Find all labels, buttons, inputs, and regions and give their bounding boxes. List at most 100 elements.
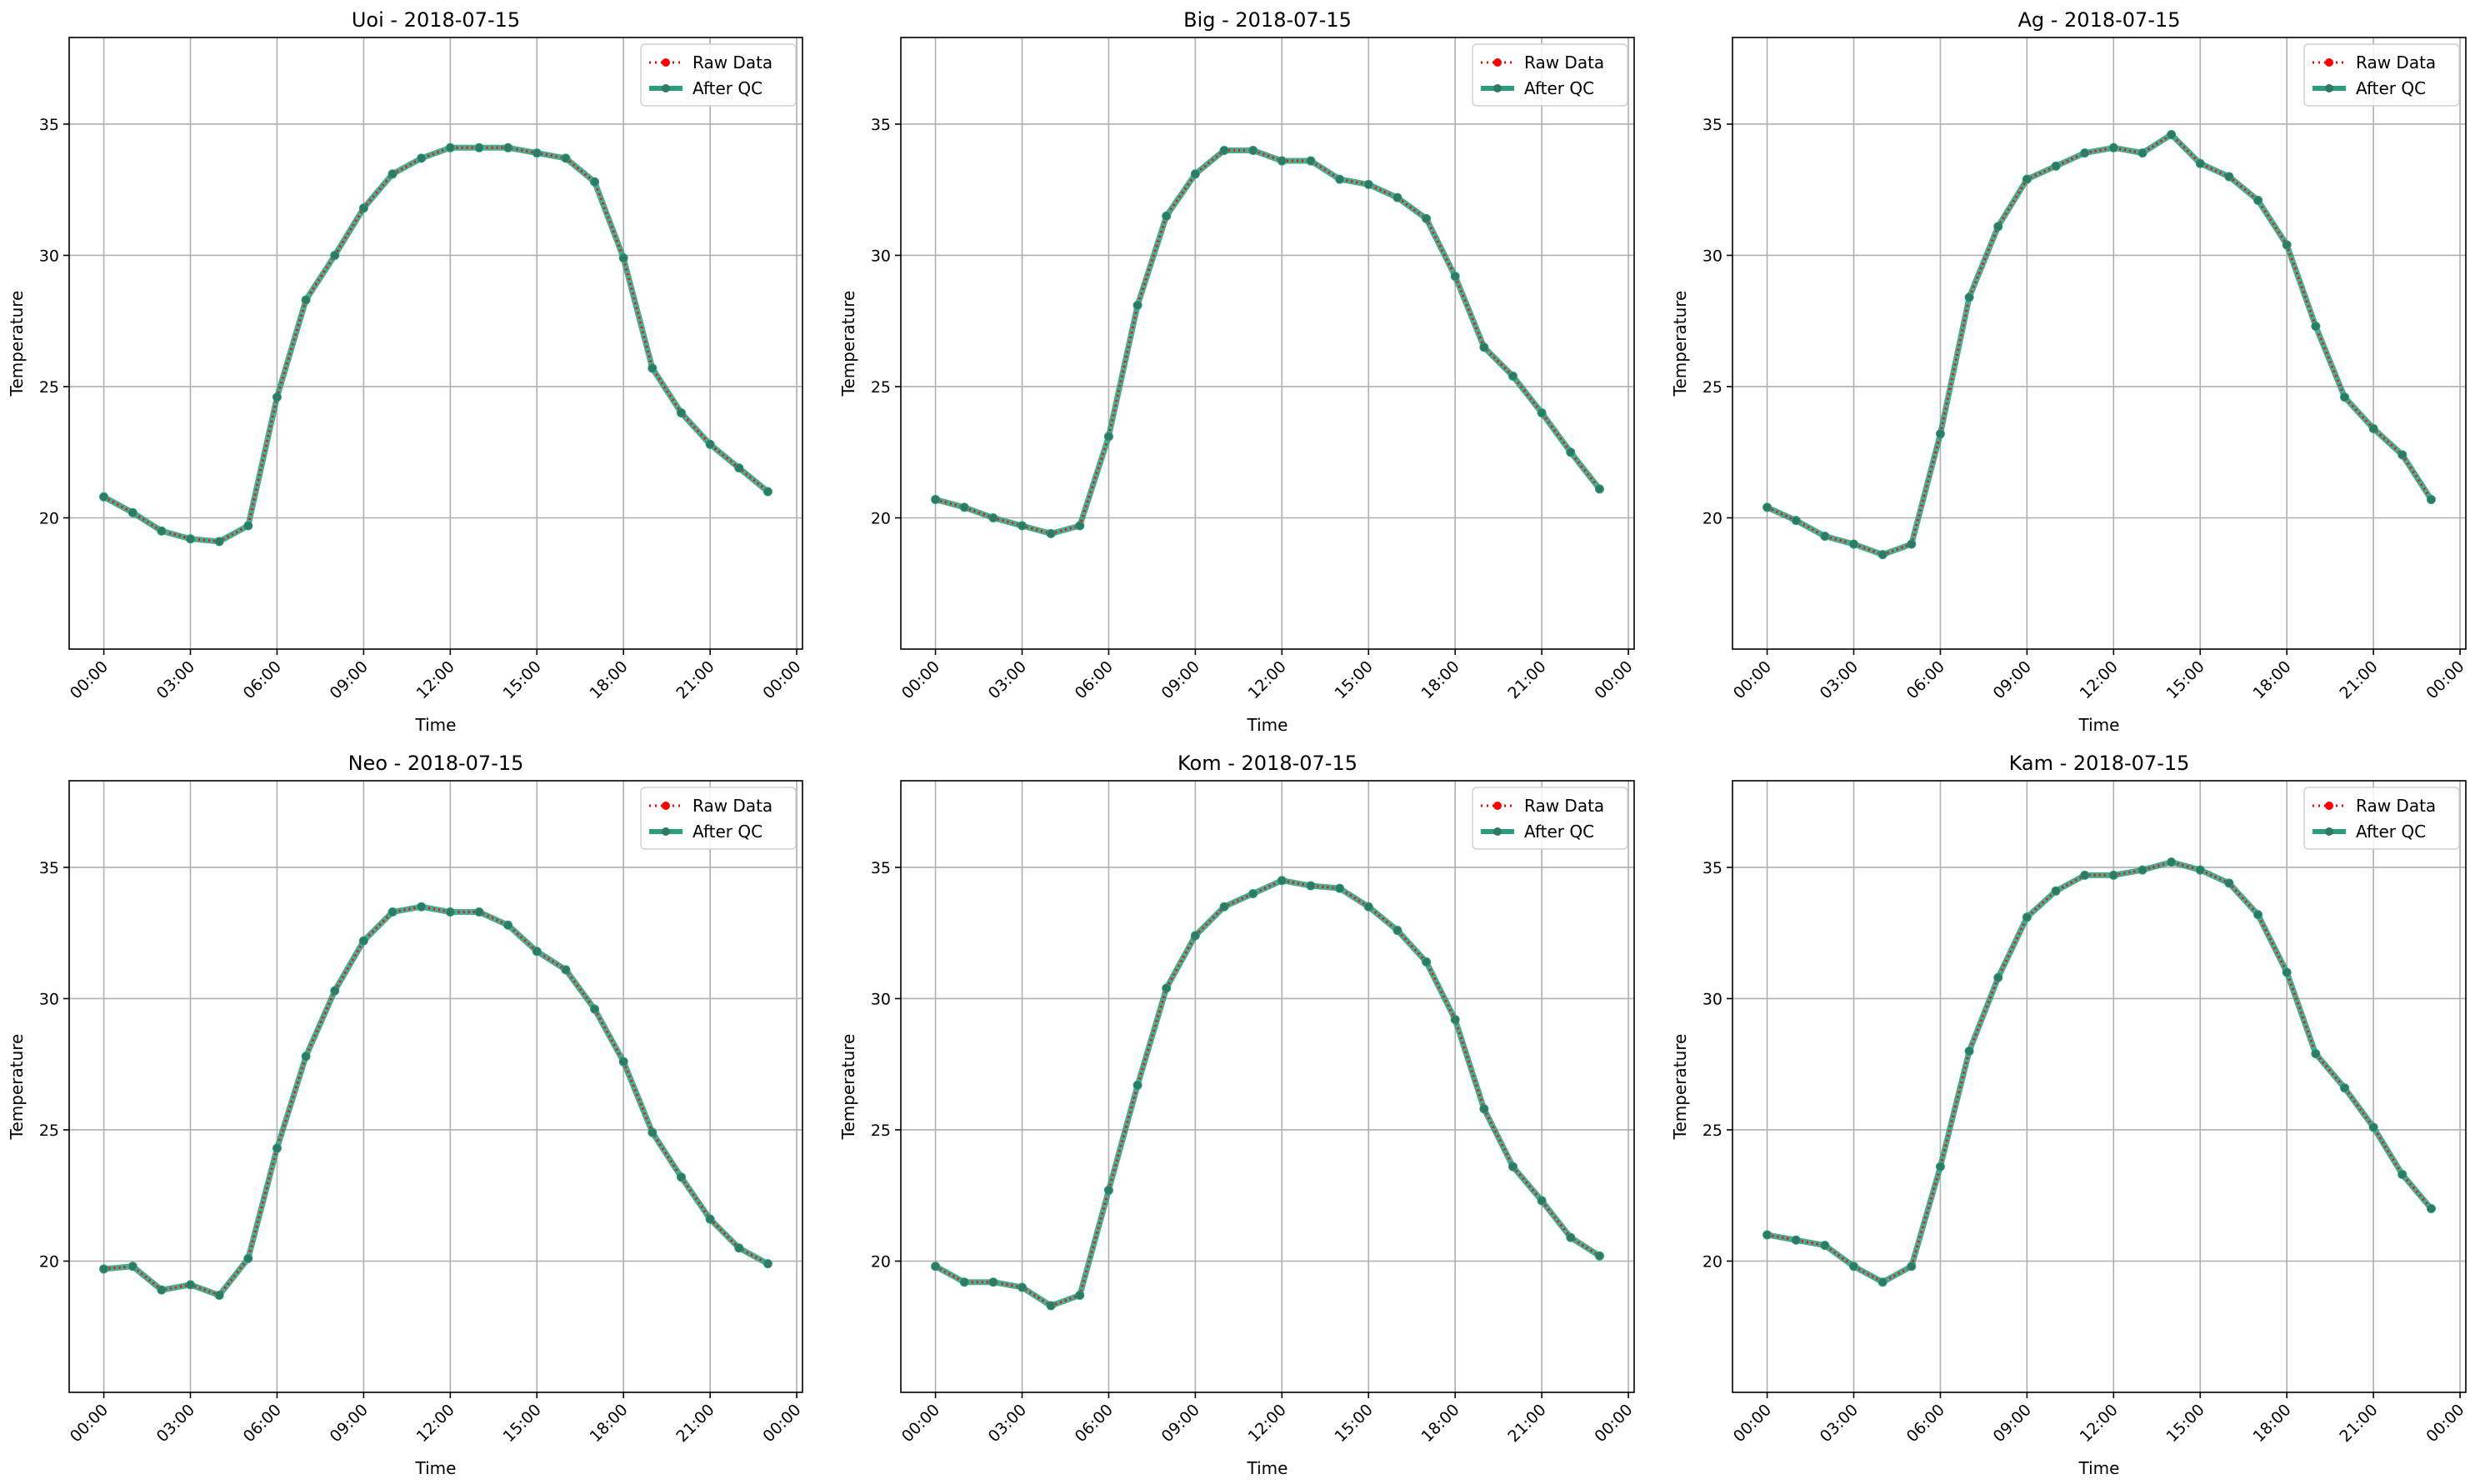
data-point-after-qc xyxy=(1791,516,1801,526)
series-line-after-qc xyxy=(933,877,1602,1309)
x-tick-label: 15:00 xyxy=(500,657,545,702)
data-point-after-qc xyxy=(931,494,941,504)
x-tick-label: 21:00 xyxy=(1504,1401,1549,1446)
data-point-after-qc xyxy=(1762,1230,1772,1240)
legend-label-raw-data: Raw Data xyxy=(2356,52,2436,72)
data-point-after-qc xyxy=(1103,432,1113,442)
x-tick-label: 12:00 xyxy=(413,1401,458,1446)
x-axis-label: Time xyxy=(2078,715,2120,735)
data-point-after-qc xyxy=(445,907,455,917)
y-tick-label: 25 xyxy=(39,1122,59,1140)
x-tick-label: 12:00 xyxy=(1245,1401,1290,1446)
legend-label-raw-data: Raw Data xyxy=(1524,796,1604,816)
data-point-after-qc xyxy=(2224,172,2234,182)
plot-frame xyxy=(1732,780,2467,1393)
legend-label-raw-data: Raw Data xyxy=(692,52,772,72)
legend-label-after-qc: After QC xyxy=(1524,822,1594,842)
x-tick-label: 09:00 xyxy=(1990,657,2035,702)
data-point-after-qc xyxy=(2195,865,2205,875)
data-point-after-qc xyxy=(1162,211,1172,221)
series-line-raw-data xyxy=(103,905,769,1297)
data-point-after-qc xyxy=(2426,494,2436,504)
y-axis-label: Temperature xyxy=(838,291,858,397)
data-point-after-qc xyxy=(474,907,484,917)
data-point-after-qc xyxy=(301,295,311,305)
data-point-after-qc xyxy=(2339,392,2349,402)
legend-marker-raw-data xyxy=(2325,58,2333,67)
data-point-after-qc xyxy=(2108,142,2118,152)
x-tick-label: 18:00 xyxy=(1418,657,1462,702)
x-axis-label: Time xyxy=(2078,1458,2120,1478)
chart-title: Neo - 2018-07-15 xyxy=(348,752,524,775)
x-tick-label: 03:00 xyxy=(985,657,1030,702)
data-point-after-qc xyxy=(590,177,600,187)
x-tick-label: 06:00 xyxy=(1903,1401,1948,1446)
y-tick-label: 35 xyxy=(39,116,59,134)
data-point-after-qc xyxy=(2080,148,2090,158)
data-point-after-qc xyxy=(1132,300,1142,310)
data-point-after-qc xyxy=(931,1262,941,1272)
data-point-after-qc xyxy=(2339,1083,2349,1093)
data-point-after-qc xyxy=(1075,1290,1085,1300)
x-tick-label: 12:00 xyxy=(2077,1401,2122,1446)
y-tick-label: 30 xyxy=(39,990,59,1008)
legend-marker-after-qc xyxy=(662,827,670,836)
chart-panel-6: 00:00 03:00 06:00 09:00 12:00 15:00 18:00 21:00… xyxy=(1670,752,2468,1478)
legend-label-after-qc: After QC xyxy=(692,78,762,98)
data-point-after-qc xyxy=(734,1243,744,1253)
x-tick-label: 06:00 xyxy=(1903,657,1948,702)
legend-label-after-qc: After QC xyxy=(1524,78,1594,98)
data-point-after-qc xyxy=(1508,371,1518,381)
data-point-after-qc xyxy=(1248,888,1258,898)
data-point-after-qc xyxy=(988,1277,998,1287)
data-point-after-qc xyxy=(1878,1277,1888,1287)
data-point-after-qc xyxy=(1820,1241,1830,1251)
y-tick-label: 25 xyxy=(39,378,59,397)
y-tick-label: 20 xyxy=(871,1252,891,1271)
data-point-after-qc xyxy=(1878,550,1888,560)
x-tick-label: 12:00 xyxy=(2077,657,2122,702)
y-tick-label: 30 xyxy=(871,990,891,1008)
data-point-after-qc xyxy=(1537,407,1547,417)
x-tick-label: 00:00 xyxy=(1591,657,1636,702)
x-tick-label: 09:00 xyxy=(327,657,372,702)
data-point-after-qc xyxy=(1993,972,2003,982)
data-point-after-qc xyxy=(1103,1185,1113,1195)
x-tick-label: 00:00 xyxy=(67,1401,112,1446)
data-point-after-qc xyxy=(1277,876,1287,886)
legend-marker-raw-data xyxy=(1493,802,1502,810)
data-point-after-qc xyxy=(1162,983,1172,993)
legend: Raw Data After QC xyxy=(640,43,797,107)
data-point-after-qc xyxy=(532,148,542,158)
data-point-after-qc xyxy=(648,1127,658,1137)
y-tick-label: 30 xyxy=(871,247,891,265)
data-point-after-qc xyxy=(417,153,427,163)
data-point-after-qc xyxy=(2167,130,2177,140)
plot-frame xyxy=(68,37,803,650)
data-point-after-qc xyxy=(988,512,998,522)
legend: Raw Data After QC xyxy=(1472,787,1628,850)
plot-frame xyxy=(68,780,803,1393)
x-tick-label: 09:00 xyxy=(327,1401,372,1446)
data-point-after-qc xyxy=(1392,192,1402,202)
chart-title: Big - 2018-07-15 xyxy=(1183,8,1352,32)
data-point-after-qc xyxy=(474,142,484,152)
data-point-after-qc xyxy=(358,203,368,213)
chart-title: Kam - 2018-07-15 xyxy=(2009,752,2190,775)
data-point-after-qc xyxy=(128,507,138,517)
legend-label-after-qc: After QC xyxy=(2356,78,2426,98)
data-point-after-qc xyxy=(1508,1162,1518,1172)
data-point-after-qc xyxy=(1335,883,1345,893)
y-tick-label: 30 xyxy=(1702,990,1722,1008)
x-tick-label: 21:00 xyxy=(1504,657,1549,702)
legend: Raw Data After QC xyxy=(1472,43,1628,107)
data-point-after-qc xyxy=(705,1214,715,1224)
x-tick-label: 09:00 xyxy=(1158,657,1203,702)
data-point-after-qc xyxy=(1479,1104,1489,1114)
data-point-after-qc xyxy=(1306,156,1316,166)
data-point-after-qc xyxy=(1479,342,1489,352)
data-point-after-qc xyxy=(214,1290,224,1300)
y-tick-label: 25 xyxy=(871,378,891,397)
x-axis-label: Time xyxy=(1247,1458,1288,1478)
